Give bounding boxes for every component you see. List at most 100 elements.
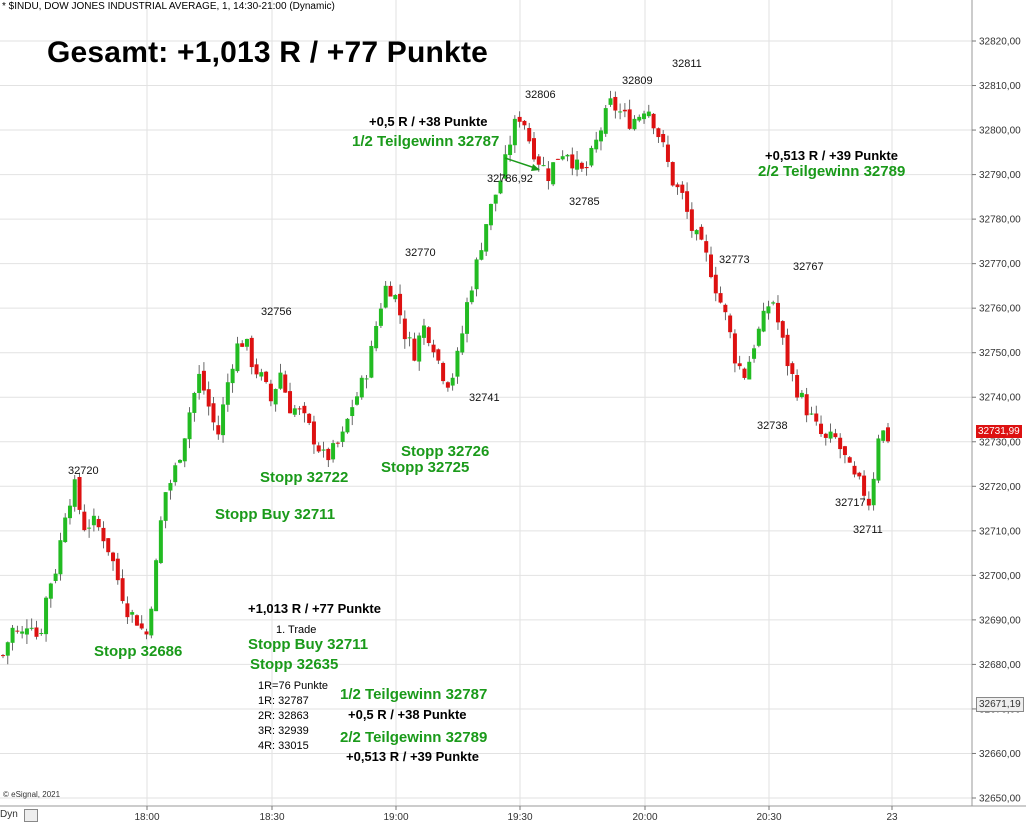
price-label: 32773	[719, 254, 750, 266]
price-label: 32738	[757, 420, 788, 432]
candle-down	[527, 128, 532, 142]
dynamic-mode-label[interactable]: Dyn	[0, 809, 18, 820]
candle-down	[254, 364, 259, 375]
candle-up	[809, 413, 814, 415]
candle-up	[5, 642, 10, 656]
stop-label: Stopp 32722	[260, 469, 349, 486]
last-price-tag: 32731,99	[976, 425, 1022, 438]
tp2-result-label: +0,513 R / +39 Punkte	[765, 148, 898, 163]
reference-price-tag: 32671,19	[976, 697, 1024, 712]
candle-down	[546, 168, 551, 182]
price-label: 32756	[261, 306, 292, 318]
candle-up	[598, 130, 603, 142]
candle-up	[417, 335, 422, 362]
candle-up	[450, 377, 455, 386]
candle-down	[335, 442, 340, 444]
candle-up	[766, 306, 771, 314]
candle-up	[799, 392, 804, 398]
candle-down	[125, 603, 130, 618]
candle-up	[273, 389, 278, 405]
candle-down	[775, 302, 780, 323]
candle-down	[675, 184, 680, 188]
candle-up	[828, 431, 833, 439]
candle-up	[747, 361, 752, 380]
candle-down	[732, 333, 737, 364]
candle-down	[77, 477, 82, 510]
candle-down	[436, 349, 441, 361]
candle-down	[886, 427, 890, 442]
candle-down	[627, 109, 632, 129]
candle-down	[120, 578, 125, 602]
candle-down	[838, 437, 843, 450]
candle-up	[235, 343, 240, 372]
candle-up	[642, 113, 647, 120]
candle-up	[244, 338, 249, 347]
y-tick-label: 32650,00	[979, 794, 1021, 805]
candle-up	[594, 139, 599, 150]
candle-up	[340, 431, 345, 442]
candle-up	[575, 159, 580, 170]
candle-down	[1, 655, 5, 657]
candle-down	[852, 465, 857, 475]
candle-up	[608, 98, 613, 105]
summary-r-line: 4R: 33015	[258, 740, 309, 752]
candle-up	[20, 631, 25, 634]
candle-down	[665, 144, 670, 162]
x-tick-label: 23	[886, 812, 898, 823]
candle-up	[72, 479, 77, 507]
candle-down	[570, 154, 575, 169]
candle-up	[192, 393, 197, 413]
candle-up	[455, 350, 460, 377]
candle-down	[613, 96, 618, 111]
candle-up	[278, 372, 283, 389]
candle-down	[661, 134, 666, 143]
dynamic-mode-toggle[interactable]	[24, 809, 38, 822]
candle-down	[412, 338, 417, 361]
candle-down	[823, 433, 828, 438]
tp2-target-label: 2/2 Teilgewinn 32789	[758, 163, 906, 180]
y-tick-label: 32680,00	[979, 660, 1021, 671]
candle-up	[383, 285, 388, 308]
candle-down	[402, 318, 407, 340]
candle-up	[756, 328, 761, 346]
candle-down	[699, 226, 704, 240]
candle-down	[316, 445, 321, 452]
candle-down	[833, 433, 838, 438]
candle-down	[326, 448, 331, 461]
price-label: 32711	[853, 524, 883, 536]
candle-down	[866, 498, 871, 506]
y-tick-label: 32810,00	[979, 81, 1021, 92]
stop-label: Stopp 32725	[381, 459, 470, 476]
candle-down	[517, 116, 522, 122]
candle-down	[445, 382, 450, 388]
candle-down	[302, 405, 307, 414]
candle-up	[178, 459, 182, 463]
x-tick-label: 18:30	[259, 812, 284, 823]
candle-up	[374, 326, 379, 349]
candle-up	[221, 404, 226, 436]
candle-up	[498, 180, 503, 194]
candle-down	[532, 138, 536, 160]
candle-up	[484, 224, 489, 252]
candle-up	[881, 430, 886, 441]
summary-stop: Stopp 32635	[250, 656, 339, 673]
candle-up	[488, 203, 493, 226]
candle-up	[24, 628, 29, 635]
y-tick-label: 32730,00	[979, 437, 1021, 448]
candle-down	[206, 389, 211, 407]
candle-up	[149, 608, 154, 636]
y-tick-label: 32790,00	[979, 170, 1021, 181]
x-tick-label: 18:00	[134, 812, 159, 823]
candle-down	[737, 363, 742, 367]
candle-up	[355, 396, 359, 405]
y-tick-label: 32820,00	[979, 37, 1021, 48]
candle-up	[469, 290, 474, 303]
candle-up	[292, 408, 297, 415]
candle-down	[857, 472, 862, 477]
candle-down	[201, 370, 206, 391]
candle-down	[704, 241, 709, 253]
tp1-target-label: 1/2 Teilgewinn 32787	[352, 133, 500, 150]
candle-down	[742, 368, 747, 378]
candle-down	[790, 363, 795, 374]
